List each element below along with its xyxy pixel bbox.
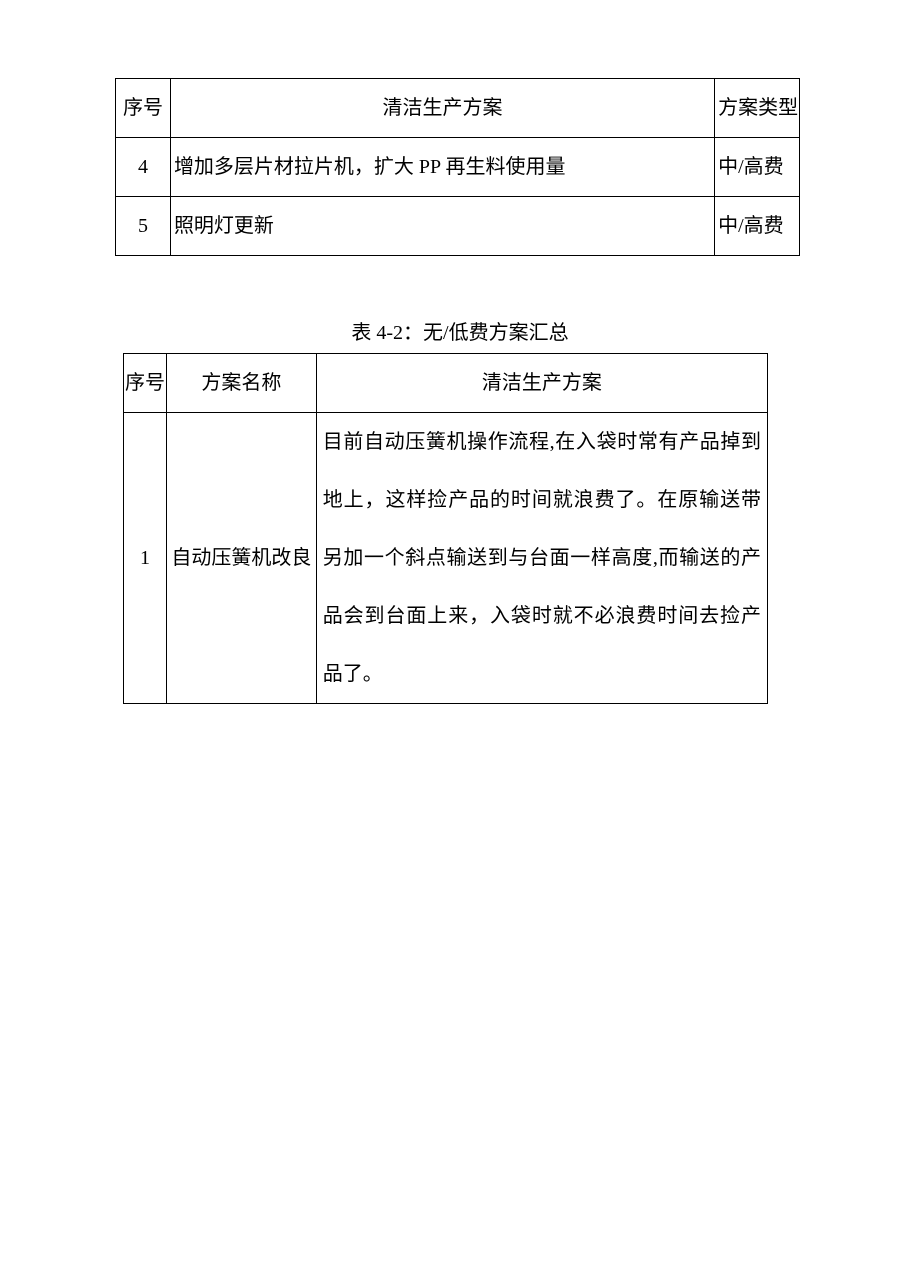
table2-header-row: 序号 方案名称 清洁生产方案 xyxy=(124,354,768,413)
table2-row0-name: 自动压簧机改良 xyxy=(166,413,316,704)
table-row: 5 照明灯更新 中/高费 xyxy=(116,197,800,256)
table2-row0-seq: 1 xyxy=(124,413,167,704)
table1-row0-seq: 4 xyxy=(116,138,171,197)
table-row: 1 自动压簧机改良 目前自动压簧机操作流程,在入袋时常有产品掉到地上，这样捡产品… xyxy=(124,413,768,704)
table-row: 4 增加多层片材拉片机，扩大 PP 再生料使用量 中/高费 xyxy=(116,138,800,197)
table1-row0-type: 中/高费 xyxy=(715,138,800,197)
table2-row0-detail: 目前自动压簧机操作流程,在入袋时常有产品掉到地上，这样捡产品的时间就浪费了。在原… xyxy=(316,413,767,704)
table-clean-production-plans: 序号 清洁生产方案 方案类型 4 增加多层片材拉片机，扩大 PP 再生料使用量 … xyxy=(115,78,800,256)
table1-row0-plan: 增加多层片材拉片机，扩大 PP 再生料使用量 xyxy=(170,138,714,197)
table1-row1-type: 中/高费 xyxy=(715,197,800,256)
table2-title: 表 4-2：无/低费方案汇总 xyxy=(115,316,805,345)
table2-header-name: 方案名称 xyxy=(166,354,316,413)
table2-header-seq: 序号 xyxy=(124,354,167,413)
table1-row1-seq: 5 xyxy=(116,197,171,256)
table1-header-type: 方案类型 xyxy=(715,79,800,138)
table1-header-row: 序号 清洁生产方案 方案类型 xyxy=(116,79,800,138)
table1-row1-plan: 照明灯更新 xyxy=(170,197,714,256)
table-low-cost-plans: 序号 方案名称 清洁生产方案 1 自动压簧机改良 目前自动压簧机操作流程,在入袋… xyxy=(123,353,768,704)
table2-header-detail: 清洁生产方案 xyxy=(316,354,767,413)
table1-header-plan: 清洁生产方案 xyxy=(170,79,714,138)
table1-header-seq: 序号 xyxy=(116,79,171,138)
